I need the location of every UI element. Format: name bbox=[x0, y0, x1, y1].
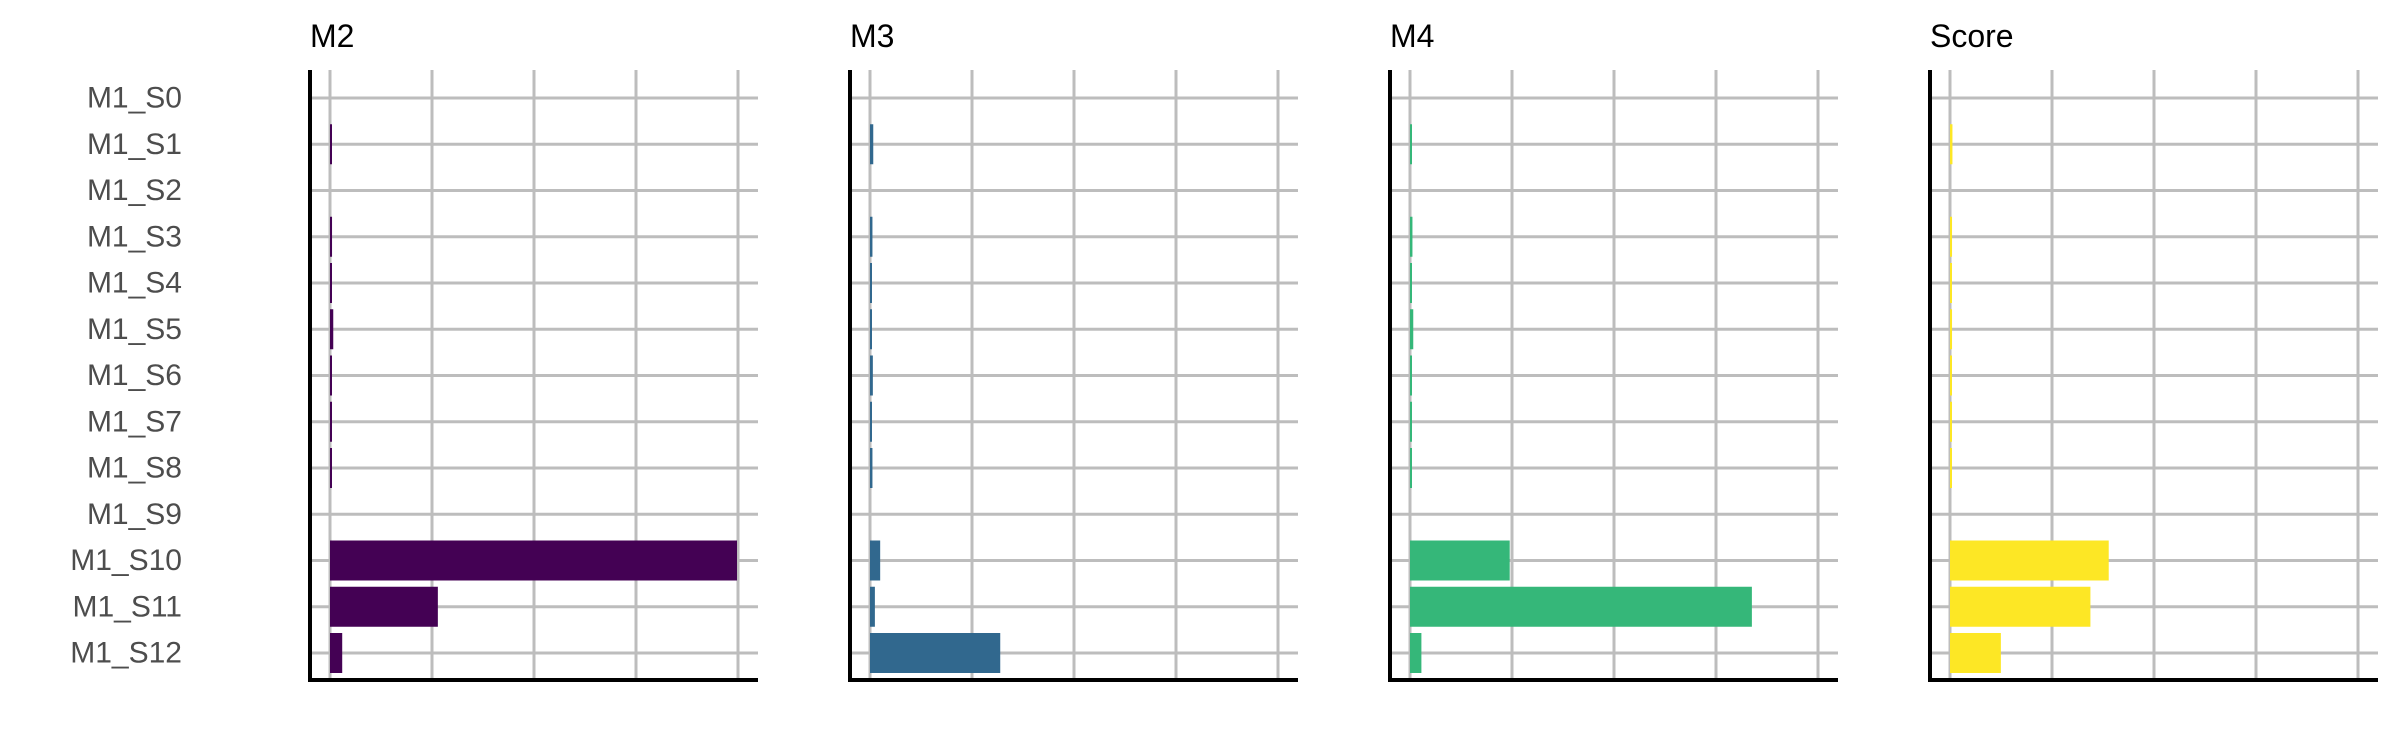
y-tick-label: M1_S9 bbox=[87, 498, 182, 531]
bar-m1-s11 bbox=[1410, 587, 1752, 627]
y-tick-label: M1_S1 bbox=[87, 128, 182, 161]
y-tick-label: M1_S3 bbox=[87, 220, 182, 253]
panel-m2: M2 bbox=[308, 18, 758, 680]
bar-m1-s6 bbox=[330, 356, 332, 396]
bar-m1-s4 bbox=[330, 263, 332, 303]
bar-m1-s12 bbox=[1410, 633, 1421, 673]
bar-m1-s3 bbox=[330, 217, 332, 257]
bar-m1-s5 bbox=[870, 309, 872, 349]
bar-m1-s7 bbox=[330, 402, 332, 442]
panel-title: M2 bbox=[310, 18, 354, 54]
bar-m1-s7 bbox=[1950, 402, 1952, 442]
bar-m1-s11 bbox=[870, 587, 875, 627]
bar-m1-s12 bbox=[330, 633, 342, 673]
bar-m1-s6 bbox=[1950, 356, 1952, 396]
bar-m1-s6 bbox=[1410, 356, 1412, 396]
bar-m1-s8 bbox=[870, 448, 872, 488]
bar-m1-s5 bbox=[1950, 309, 1952, 349]
bar-m1-s5 bbox=[1410, 309, 1413, 349]
y-tick-label: M1_S5 bbox=[87, 313, 182, 346]
bar-m1-s1 bbox=[870, 124, 873, 164]
bar-m1-s3 bbox=[1410, 217, 1412, 257]
bar-m1-s7 bbox=[870, 402, 872, 442]
y-tick-label: M1_S4 bbox=[87, 267, 182, 300]
bar-m1-s7 bbox=[1410, 402, 1412, 442]
bar-m1-s1 bbox=[330, 124, 332, 164]
bar-m1-s1 bbox=[1410, 124, 1412, 164]
bar-m1-s4 bbox=[1950, 263, 1952, 303]
panel-m4: M4 bbox=[1388, 18, 1838, 680]
y-tick-label: M1_S2 bbox=[87, 174, 182, 207]
y-tick-label: M1_S8 bbox=[87, 452, 182, 485]
bar-m1-s5 bbox=[330, 309, 333, 349]
bar-m1-s1 bbox=[1950, 124, 1952, 164]
panel-m3: M3 bbox=[848, 18, 1298, 680]
bar-m1-s11 bbox=[1950, 587, 2090, 627]
bar-m1-s4 bbox=[1410, 263, 1412, 303]
y-tick-label: M1_S6 bbox=[87, 359, 182, 392]
bar-m1-s10 bbox=[1950, 541, 2109, 581]
bar-m1-s8 bbox=[1950, 448, 1952, 488]
y-tick-label: M1_S7 bbox=[87, 405, 182, 438]
bar-m1-s6 bbox=[870, 356, 873, 396]
y-tick-label: M1_S0 bbox=[87, 82, 182, 115]
bar-m1-s4 bbox=[870, 263, 872, 303]
bar-m1-s10 bbox=[1410, 541, 1510, 581]
bar-m1-s10 bbox=[870, 541, 880, 581]
y-tick-label: M1_S10 bbox=[70, 544, 182, 577]
bar-m1-s3 bbox=[1950, 217, 1952, 257]
panel-title: M4 bbox=[1390, 18, 1434, 54]
panel-score: Score bbox=[1928, 18, 2378, 680]
bar-m1-s12 bbox=[1950, 633, 2001, 673]
bar-m1-s8 bbox=[1410, 448, 1412, 488]
bar-m1-s10 bbox=[330, 541, 737, 581]
bar-m1-s3 bbox=[870, 217, 872, 257]
bar-m1-s12 bbox=[870, 633, 1000, 673]
panel-title: Score bbox=[1930, 18, 2014, 54]
y-tick-label: M1_S12 bbox=[70, 637, 182, 670]
panel-title: M3 bbox=[850, 18, 894, 54]
y-tick-label: M1_S11 bbox=[72, 590, 182, 623]
bar-m1-s11 bbox=[330, 587, 438, 627]
bar-m1-s8 bbox=[330, 448, 332, 488]
